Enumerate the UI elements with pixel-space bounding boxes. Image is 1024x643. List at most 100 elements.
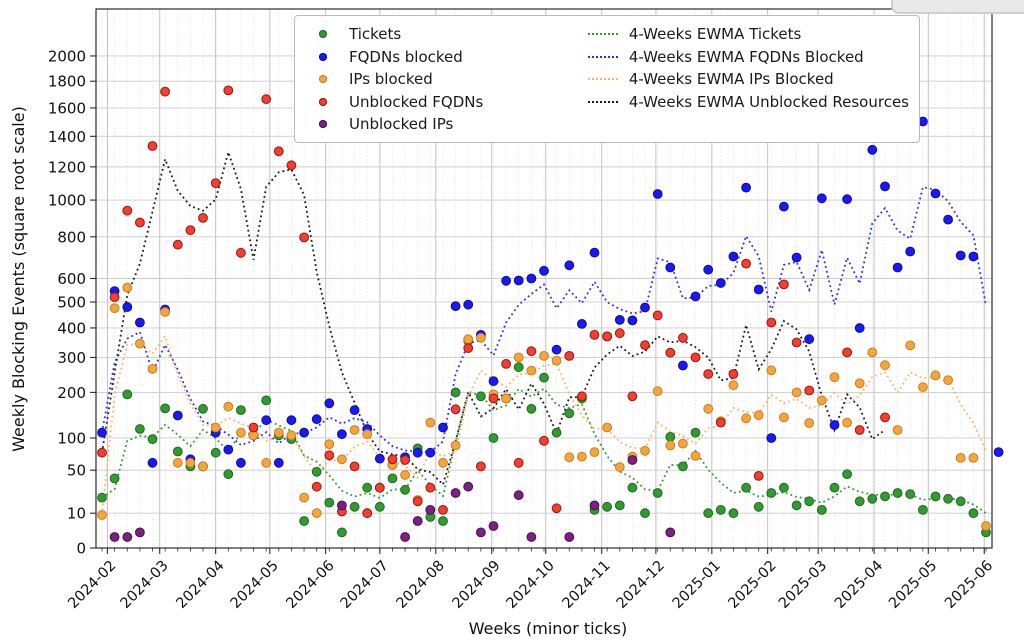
legend-item-ewma-tickets: 4-Weeks EWMA Tickets (585, 23, 909, 46)
unblocked-fqdns-point (589, 330, 600, 340)
ips-blocked-point (438, 457, 448, 468)
tickets-point (867, 493, 878, 504)
x-tick-label: 2025-04 (832, 558, 886, 612)
fqdns-blocked-point (513, 275, 524, 286)
ips-blocked-point (286, 430, 297, 441)
fqdns-blocked-point (905, 246, 916, 257)
legend-label: IPs blocked (349, 70, 433, 89)
unblocked-ips-point (564, 532, 575, 542)
unblocked-fqdns-point (273, 146, 284, 157)
fqdns-blocked-point (741, 182, 751, 193)
x-tick-label: 2025-05 (886, 558, 940, 612)
tickets-point (374, 501, 385, 512)
tickets-point (678, 461, 688, 472)
ips-blocked-point (299, 492, 310, 503)
ips-blocked-point (614, 462, 625, 473)
ips-blocked-point (589, 447, 600, 458)
fqdns-blocked-point (678, 360, 688, 371)
fqdns-blocked-point (135, 317, 145, 328)
unblocked-fqdns-point (400, 455, 411, 465)
fqdns-blocked-point (880, 181, 890, 192)
y-tick-label: 1400 (48, 128, 86, 146)
ips-blocked-point (362, 429, 373, 440)
tickets-point (842, 469, 852, 480)
y-tick-label: 600 (57, 270, 86, 288)
x-tick-label: 2024-07 (338, 558, 392, 612)
ips-blocked-point (816, 395, 827, 406)
fqdns-blocked-point (172, 410, 183, 421)
unblocked-fqdns-point (324, 450, 335, 461)
x-tick-label: 2024-03 (118, 558, 172, 612)
x-tick-label: 2024-12 (614, 558, 668, 612)
legend-item-ips-blocked: IPs blocked (305, 68, 585, 91)
y-tick-label: 50 (67, 462, 86, 480)
y-tick-label: 400 (57, 319, 86, 337)
unblocked-fqdns-point (160, 86, 171, 97)
unblocked-fqdns-point (791, 337, 802, 348)
ips-blocked-point (678, 438, 688, 449)
tickets-point (210, 447, 221, 458)
fqdns-blocked-point (147, 457, 158, 468)
fqdns-blocked-point (867, 144, 878, 155)
ewma-fqdns-line-icon (587, 55, 618, 58)
ips-blocked-point (160, 307, 171, 317)
fqdns-blocked-point (122, 302, 133, 312)
y-tick-label: 10 (67, 505, 86, 523)
unblocked-fqdns-point (210, 178, 221, 189)
unblocked-ips-point (400, 532, 411, 542)
unblocked-fqdns-point (299, 232, 310, 243)
unblocked-fqdns-point (311, 481, 322, 492)
ips-blocked-point (198, 461, 208, 472)
unblocked-fqdns-point (135, 217, 145, 228)
legend-item-fqdns-blocked: FQDNs blocked (305, 46, 585, 69)
fqdns-blocked-point (526, 273, 537, 284)
fqdns-blocked-point (791, 252, 802, 263)
ips-blocked-point (918, 382, 928, 393)
ips-blocked-point (526, 365, 537, 376)
unblocked-fqdns-point (476, 461, 486, 472)
ips-blocked-point (261, 457, 272, 468)
fqdns-blocked-point (324, 398, 335, 409)
fqdns-blocked-point (892, 262, 903, 273)
ips-blocked-point (968, 453, 979, 463)
tickets-point (968, 508, 979, 519)
unblocked-fqdns-point (678, 332, 688, 343)
fqdns-blocked-point (955, 250, 966, 261)
tickets-point (627, 482, 638, 493)
tickets-point (387, 473, 398, 484)
unblocked-fqdns-point (236, 247, 246, 258)
fqdns-blocked-point (97, 427, 107, 438)
ips-blocked-point (450, 440, 461, 451)
ips-blocked-point (741, 413, 751, 424)
unblocked-fqdns-point (577, 391, 587, 402)
unblocked-fqdns-point (564, 351, 575, 361)
y-tick-label: 300 (57, 349, 86, 367)
legend-label: Unblocked IPs (349, 115, 454, 134)
unblocked-fqdns-point (854, 425, 865, 435)
ips-blocked-point (172, 457, 183, 468)
fqdns-blocked-point (804, 334, 815, 345)
tickets-point (602, 501, 612, 512)
fqdns-blocked-point (968, 251, 979, 262)
legend-item-ewma-ips: 4-Weeks EWMA IPs Blocked (585, 68, 909, 91)
unblocked-fqdns-point (488, 393, 499, 404)
unblocked-fqdns-point (539, 435, 549, 446)
y-tick-label: 1000 (48, 192, 86, 210)
ips-blocked-point (513, 352, 524, 363)
unblocked-ips-point (463, 481, 474, 492)
legend-item-ewma-unblocked: 4-Weeks EWMA Unblocked Resources (585, 91, 909, 114)
x-tick-label: 2024-02 (65, 558, 119, 612)
tickets-point (299, 516, 310, 526)
ips-blocked-point (854, 378, 865, 389)
unblocked-fqdns-point (97, 447, 107, 458)
unblocked-fqdns-marker-icon (319, 97, 327, 106)
legend-item-tickets: Tickets (305, 23, 585, 46)
ips-blocked-point (892, 425, 903, 435)
unblocked-fqdns-point (766, 317, 777, 328)
fqdns-blocked-point (766, 433, 777, 443)
tickets-point (766, 488, 777, 498)
tickets-point (880, 491, 890, 502)
tickets-point (488, 433, 499, 443)
unblocked-fqdns-point (374, 482, 385, 493)
